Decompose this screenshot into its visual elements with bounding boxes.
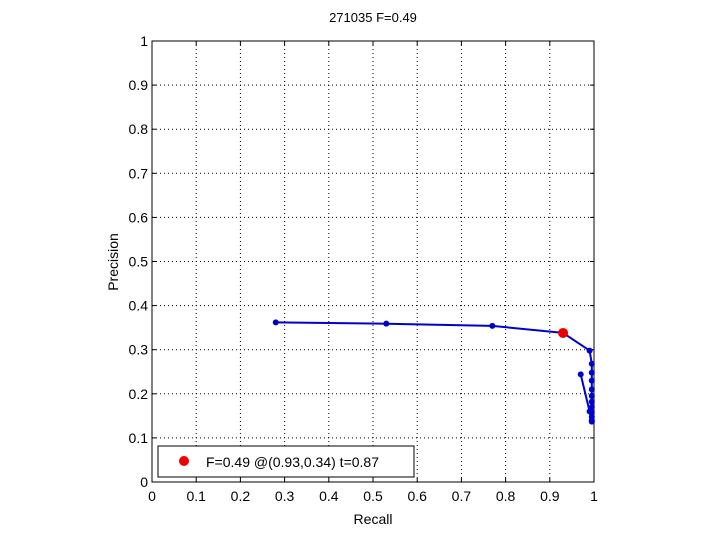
data-point xyxy=(588,418,595,425)
data-point xyxy=(586,408,593,415)
x-tick-label: 0.4 xyxy=(319,488,339,504)
x-tick-label: 0.5 xyxy=(363,488,383,504)
data-point xyxy=(588,360,595,367)
data-point xyxy=(383,320,390,327)
y-tick-label: 0 xyxy=(140,474,148,490)
y-tick-label: 0.2 xyxy=(129,386,149,402)
y-tick-label: 0.6 xyxy=(129,209,149,225)
y-tick-label: 0.3 xyxy=(129,342,149,358)
data-point xyxy=(586,347,593,354)
grid-lines xyxy=(152,41,594,482)
y-tick-label: 1 xyxy=(140,33,148,49)
chart-title: 271035 F=0.49 xyxy=(329,10,417,25)
y-tick-label: 0.4 xyxy=(129,298,149,314)
x-tick-label: 0.6 xyxy=(407,488,427,504)
data-point xyxy=(588,377,595,384)
y-tick-label: 0.9 xyxy=(129,77,149,93)
y-tick-label: 0.7 xyxy=(129,165,149,181)
data-point xyxy=(588,369,595,376)
x-axis-label: Recall xyxy=(354,511,393,527)
x-tick-label: 0.8 xyxy=(496,488,516,504)
x-tick-label: 0.1 xyxy=(186,488,206,504)
data-point xyxy=(588,393,595,400)
x-tick-label: 0 xyxy=(148,488,156,504)
x-tick-label: 0.2 xyxy=(231,488,251,504)
legend-box xyxy=(157,445,415,478)
data-point xyxy=(489,322,496,329)
y-axis-label: Precision xyxy=(105,233,121,291)
data-point xyxy=(272,319,279,326)
legend-marker xyxy=(179,456,189,466)
x-tick-label: 0.3 xyxy=(275,488,295,504)
x-tick-label: 0.9 xyxy=(540,488,560,504)
legend-label: F=0.49 @(0.93,0.34) t=0.87 xyxy=(206,454,379,470)
data-series xyxy=(272,319,595,425)
y-tick-label: 0.1 xyxy=(129,430,149,446)
legend: F=0.49 @(0.93,0.34) t=0.87 xyxy=(157,445,415,478)
x-tick-label: 0.7 xyxy=(452,488,472,504)
axis-ticks: 0 0.1 0.2 0.3 0.4 0.5 0.6 0.7 0.8 0.9 1 0 0.1 0.2 0.3 0… xyxy=(129,33,599,504)
data-point xyxy=(588,398,595,405)
best-f-point xyxy=(558,327,569,338)
data-point xyxy=(588,386,595,393)
y-tick-label: 0.5 xyxy=(129,254,149,270)
x-tick-label: 1 xyxy=(590,488,598,504)
y-tick-label: 0.8 xyxy=(129,121,149,137)
data-point xyxy=(577,371,584,378)
